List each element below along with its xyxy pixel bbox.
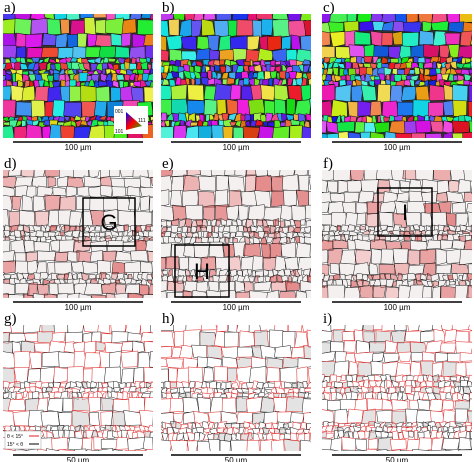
micrograph xyxy=(3,170,153,298)
ipf-triangle xyxy=(126,112,142,130)
legend-label: 15° < θ xyxy=(7,442,23,448)
micrograph xyxy=(322,170,472,298)
micrograph xyxy=(161,325,311,451)
scale-label: 100 µm xyxy=(384,303,411,312)
legend-label: θ < 15° xyxy=(7,434,23,440)
micrograph xyxy=(3,325,153,451)
ipf-label: 111 xyxy=(138,118,146,124)
micrograph xyxy=(161,170,311,298)
region-label: I xyxy=(402,200,408,225)
micrograph xyxy=(3,14,153,138)
micrograph xyxy=(161,14,311,138)
panel-label: f) xyxy=(323,156,333,172)
ipf-label: 001 xyxy=(115,109,124,115)
region-label: H xyxy=(194,259,210,284)
ipf-label: 101 xyxy=(115,129,124,135)
scale-label: 100 µm xyxy=(223,303,250,312)
micrograph xyxy=(322,14,472,138)
scale-label: 100 µm xyxy=(223,143,250,152)
region-box xyxy=(377,187,433,237)
scale-label: 50 µm xyxy=(225,456,248,462)
scale-label: 50 µm xyxy=(386,456,409,462)
scale-label: 100 µm xyxy=(65,303,92,312)
region-label: G xyxy=(100,210,117,235)
micrograph xyxy=(322,325,472,451)
panel-label: c) xyxy=(323,0,335,16)
region-box xyxy=(174,244,230,298)
scale-label: 100 µm xyxy=(384,143,411,152)
panel-label: i) xyxy=(323,311,332,327)
scale-label: 100 µm xyxy=(65,143,92,152)
scale-label: 50 µm xyxy=(67,456,90,462)
panel-label: d) xyxy=(4,156,17,172)
panel-label: b) xyxy=(162,0,175,16)
region-box xyxy=(82,197,136,247)
panel-label: e) xyxy=(162,156,174,172)
panel-label: g) xyxy=(4,311,17,327)
panel-label: h) xyxy=(162,311,175,327)
panel-label: a) xyxy=(4,0,16,16)
